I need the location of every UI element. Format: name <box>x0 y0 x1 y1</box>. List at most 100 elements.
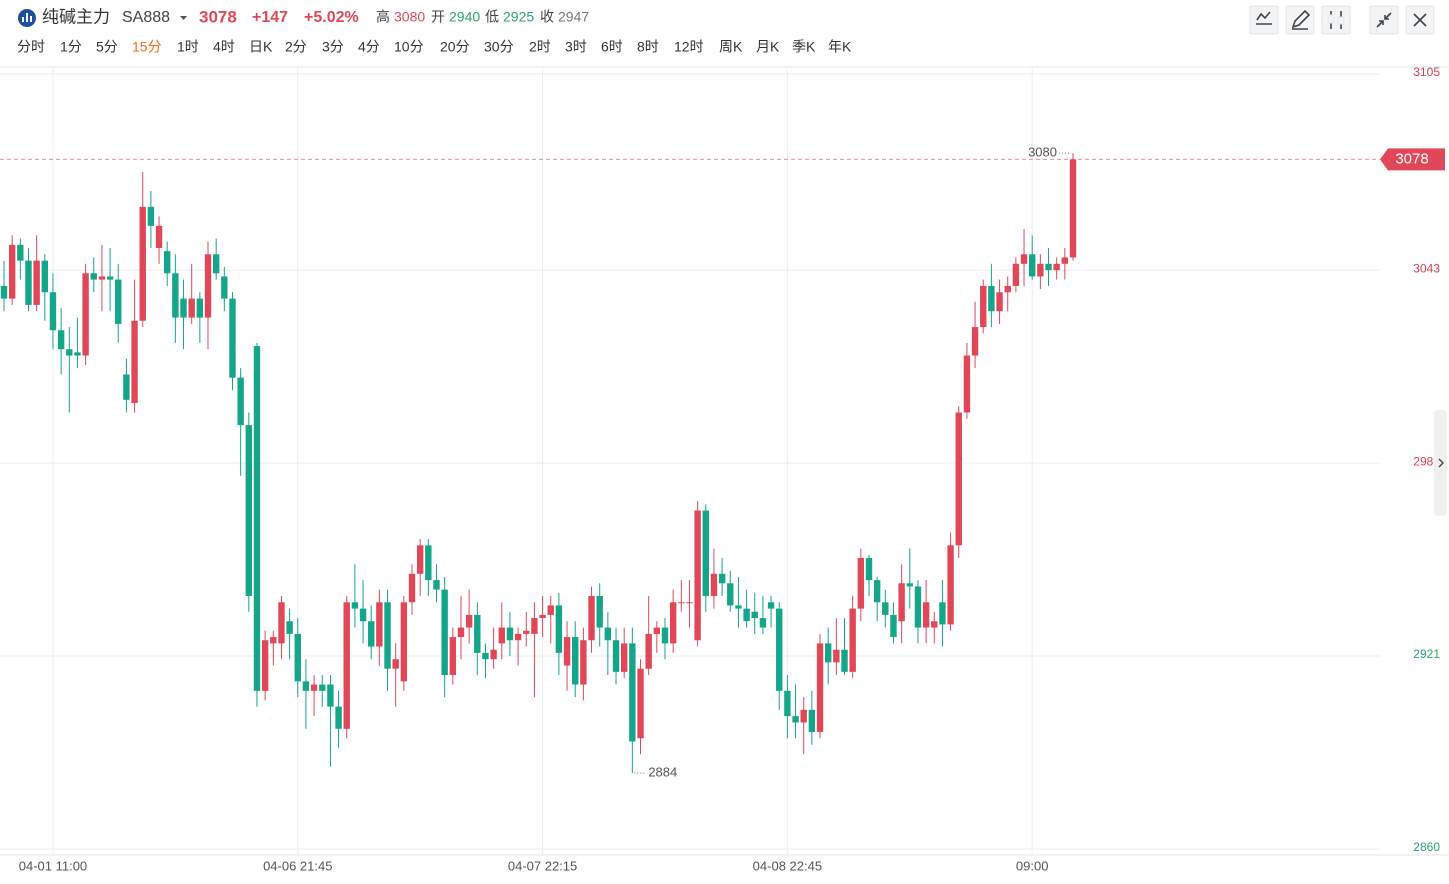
stat-label: 高 <box>376 9 390 25</box>
candle-body <box>1012 263 1020 286</box>
candle-body <box>816 643 824 732</box>
candle-body <box>441 589 448 676</box>
candle-body <box>563 637 571 666</box>
candle-body <box>922 602 930 628</box>
period-tab[interactable]: 季K <box>792 39 816 55</box>
period-tab[interactable]: 10分 <box>394 39 424 55</box>
code[interactable]: SA888 <box>122 9 170 26</box>
period-tab[interactable]: 月K <box>756 39 780 55</box>
period-tab[interactable]: 1分 <box>60 39 82 55</box>
close-button[interactable] <box>1405 5 1435 35</box>
stat-label: 低 <box>485 9 499 25</box>
candle-tool-button[interactable] <box>1321 5 1351 35</box>
candle-body <box>33 260 40 305</box>
period-tab[interactable]: 5分 <box>96 39 118 55</box>
candle-body <box>939 602 946 625</box>
candle-body <box>873 580 881 603</box>
candle-body <box>1020 254 1028 264</box>
candle-body <box>123 374 130 400</box>
candle-body <box>482 652 489 660</box>
candle-body <box>963 355 971 413</box>
candle-body <box>727 583 734 606</box>
period-tab[interactable]: 4分 <box>358 39 380 55</box>
stat-label: 开 <box>431 9 445 25</box>
candle-body <box>25 260 32 305</box>
candle-body <box>931 621 938 628</box>
period-tab[interactable]: 4时 <box>213 39 235 55</box>
candle-body <box>1045 263 1052 271</box>
scroll-handle[interactable] <box>1434 410 1447 516</box>
symbol[interactable]: 纯碱主力 <box>42 7 110 26</box>
candle-body <box>743 608 750 622</box>
candle-body <box>74 352 81 356</box>
candle-body <box>147 206 155 226</box>
candle-body <box>784 690 791 717</box>
candle-body <box>376 602 383 647</box>
candle-body <box>368 621 375 647</box>
candle-body <box>629 643 636 742</box>
period-tab[interactable]: 2分 <box>285 39 307 55</box>
line-tool-button[interactable] <box>1249 5 1279 35</box>
candle-body <box>17 244 24 261</box>
candle-body <box>882 602 889 615</box>
candle-body <box>612 640 620 672</box>
x-tick-label: 04-01 11:00 <box>19 858 87 873</box>
candle-body <box>914 586 922 628</box>
period-tab[interactable]: 年K <box>828 39 852 55</box>
candle-body <box>164 251 171 274</box>
period-tab[interactable]: 30分 <box>484 39 514 55</box>
period-tab[interactable]: 6时 <box>601 39 623 55</box>
candle-body <box>890 614 897 638</box>
candle-body <box>139 206 146 321</box>
candle-body <box>294 633 301 682</box>
candle-body <box>841 649 848 672</box>
logo-glyph <box>22 13 32 22</box>
period-tab[interactable]: 日K <box>249 39 273 55</box>
stat-value: 3080 <box>394 9 425 25</box>
candle-body <box>359 608 367 622</box>
draw-tool-button[interactable] <box>1285 5 1315 35</box>
candle-body <box>955 412 962 546</box>
period-tab[interactable]: 15分 <box>132 39 162 55</box>
candle-body <box>384 602 391 669</box>
candle-body <box>988 285 995 312</box>
change: +147 <box>252 9 288 26</box>
candle-body <box>514 633 522 641</box>
candle-body <box>310 684 318 691</box>
candle-body <box>1061 257 1069 264</box>
dropdown-arrow[interactable] <box>180 16 187 20</box>
period-tab[interactable]: 3时 <box>565 39 587 55</box>
period-tab[interactable]: 8时 <box>637 39 659 55</box>
last-price-tag <box>1380 148 1445 171</box>
candle-body <box>767 602 775 609</box>
last-price-label: 3078 <box>1395 150 1428 167</box>
period-tab[interactable]: 周K <box>719 39 743 55</box>
period-tab[interactable]: 1时 <box>177 39 199 55</box>
candle-body <box>678 602 685 604</box>
candle-body <box>980 285 987 328</box>
scroll-arrow[interactable] <box>1438 458 1444 468</box>
candle-body <box>66 349 73 356</box>
candle-body <box>416 545 424 574</box>
candle-body <box>776 608 783 691</box>
x-tick-label: 04-08 22:45 <box>753 858 822 873</box>
period-tab[interactable]: 3分 <box>322 39 344 55</box>
candle-body <box>637 668 644 739</box>
stat-label: 收 <box>540 9 554 25</box>
candle-body <box>57 330 65 350</box>
period-tab[interactable]: 分时 <box>17 39 45 55</box>
candle-body <box>996 292 1003 312</box>
candle-body <box>498 627 505 644</box>
period-tab[interactable]: 12时 <box>674 39 704 55</box>
candle-body <box>221 276 228 299</box>
period-tab[interactable]: 2时 <box>529 39 551 55</box>
stat-value: 2947 <box>558 9 589 25</box>
candle-body <box>278 602 285 644</box>
period-tab[interactable]: 20分 <box>440 39 470 55</box>
candle-body <box>400 602 408 682</box>
candle-body <box>351 602 359 609</box>
y-tick-label: 2982 <box>1413 454 1440 468</box>
candle-body <box>523 630 530 634</box>
candle-body <box>686 602 693 604</box>
collapse-button[interactable] <box>1369 5 1399 35</box>
